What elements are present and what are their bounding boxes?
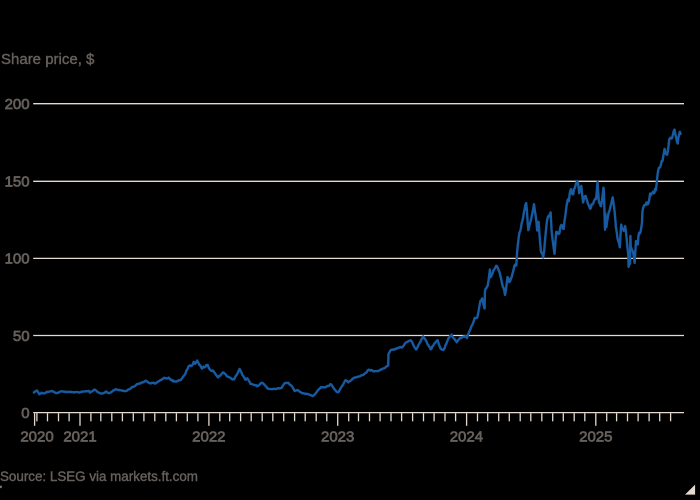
svg-text:150: 150 [5, 174, 30, 191]
svg-text:200: 200 [5, 96, 30, 113]
svg-text:0: 0 [21, 405, 29, 422]
svg-text:2024: 2024 [450, 428, 483, 445]
svg-text:2025: 2025 [579, 428, 612, 445]
svg-text:2023: 2023 [321, 428, 354, 445]
svg-text:2022: 2022 [192, 428, 225, 445]
svg-text:2020: 2020 [20, 428, 53, 445]
svg-text:2021: 2021 [63, 428, 96, 445]
svg-text:50: 50 [13, 328, 30, 345]
svg-text:100: 100 [5, 251, 30, 268]
